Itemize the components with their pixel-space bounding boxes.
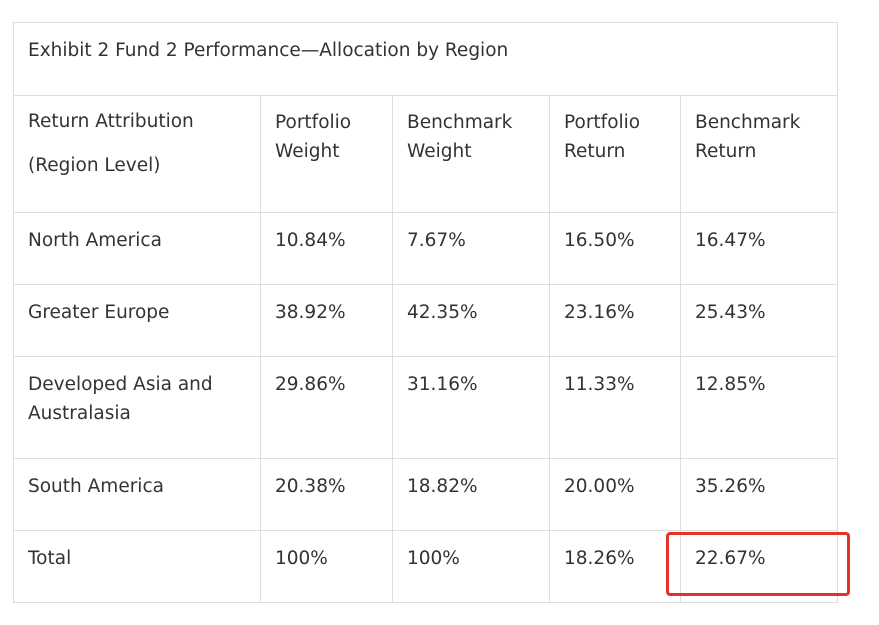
table-row: Greater Europe 38.92% 42.35% 23.16% 25.4…	[13, 284, 839, 357]
header-return-attribution: Return Attribution (Region Level)	[13, 95, 261, 213]
header-portfolio-weight: Portfolio Weight	[260, 95, 393, 213]
benchmark-return-cell: 35.26%	[679, 458, 839, 531]
benchmark-return-cell: 22.67%	[679, 530, 839, 603]
header-line: Return	[564, 141, 626, 162]
benchmark-return-cell: 25.43%	[679, 284, 839, 357]
benchmark-weight-cell: 42.35%	[392, 284, 550, 357]
header-portfolio-return: Portfolio Return	[549, 95, 681, 213]
portfolio-weight-cell: 10.84%	[260, 212, 393, 285]
caption-row: Exhibit 2 Fund 2 Performance—Allocation …	[12, 22, 839, 96]
header-line: Return Attribution	[28, 111, 194, 132]
portfolio-return-cell: 23.16%	[549, 284, 681, 357]
header-line: Portfolio	[564, 112, 641, 133]
table-row: North America 10.84% 7.67% 16.50% 16.47%	[13, 212, 839, 285]
header-row: Return Attribution (Region Level) Portfo…	[13, 95, 839, 213]
allocation-table: Exhibit 2 Fund 2 Performance—Allocation …	[12, 22, 839, 603]
header-line: Weight	[275, 141, 340, 162]
header-line: Benchmark	[695, 112, 801, 133]
highlight-box	[666, 532, 850, 596]
region-cell: North America	[13, 212, 261, 285]
region-cell: South America	[13, 458, 261, 531]
header-line: Weight	[407, 141, 472, 162]
portfolio-return-cell: 20.00%	[549, 458, 681, 531]
benchmark-weight-cell: 31.16%	[392, 356, 550, 459]
header-benchmark-weight: Benchmark Weight	[392, 95, 550, 213]
table-caption: Exhibit 2 Fund 2 Performance—Allocation …	[12, 22, 839, 96]
portfolio-weight-cell: 100%	[260, 530, 393, 603]
region-cell: Developed Asia and Australasia	[13, 356, 261, 459]
table-row: Developed Asia and Australasia 29.86% 31…	[13, 356, 839, 459]
header-line: Benchmark	[407, 112, 513, 133]
benchmark-return-cell: 16.47%	[679, 212, 839, 285]
table-row-total: Total 100% 100% 18.26% 22.67%	[13, 530, 839, 603]
exhibit-table-container: Exhibit 2 Fund 2 Performance—Allocation …	[12, 22, 839, 603]
region-cell: Greater Europe	[13, 284, 261, 357]
portfolio-return-cell: 11.33%	[549, 356, 681, 459]
benchmark-weight-cell: 100%	[392, 530, 550, 603]
table-row: South America 20.38% 18.82% 20.00% 35.26…	[13, 458, 839, 531]
portfolio-weight-cell: 20.38%	[260, 458, 393, 531]
benchmark-weight-cell: 18.82%	[392, 458, 550, 531]
portfolio-return-cell: 16.50%	[549, 212, 681, 285]
benchmark-weight-cell: 7.67%	[392, 212, 550, 285]
header-line: (Region Level)	[28, 155, 161, 176]
portfolio-return-cell: 18.26%	[549, 530, 681, 603]
portfolio-weight-cell: 29.86%	[260, 356, 393, 459]
header-benchmark-return: Benchmark Return	[679, 95, 839, 213]
benchmark-return-cell: 12.85%	[679, 356, 839, 459]
header-line: Return	[695, 141, 757, 162]
region-cell: Total	[13, 530, 261, 603]
header-line: Portfolio	[275, 112, 352, 133]
portfolio-weight-cell: 38.92%	[260, 284, 393, 357]
